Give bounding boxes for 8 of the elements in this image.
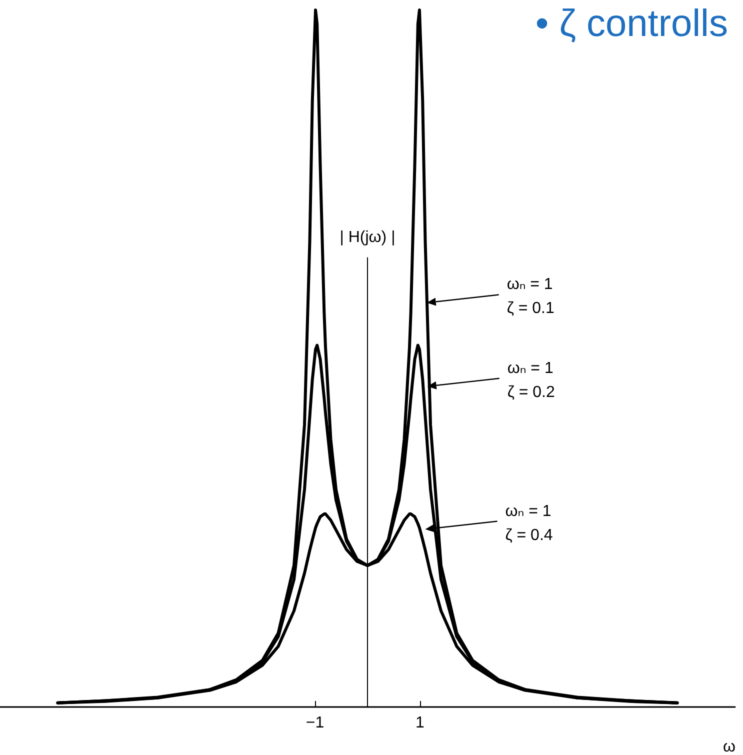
- annotation: ωₙ = 1 ζ = 0.4: [505, 502, 553, 544]
- annotation: ωₙ = 1 ζ = 0.2: [507, 360, 555, 401]
- annotation: ωₙ = 1 ζ = 0.1: [506, 276, 554, 318]
- x-tick-label: 1: [416, 714, 425, 732]
- x-tick-label: −1: [306, 714, 324, 732]
- x-axis-title: ω: [723, 738, 736, 755]
- ref-line-label: | H(jω) |: [340, 228, 396, 246]
- chart-title: • ζ controlls: [535, 3, 728, 45]
